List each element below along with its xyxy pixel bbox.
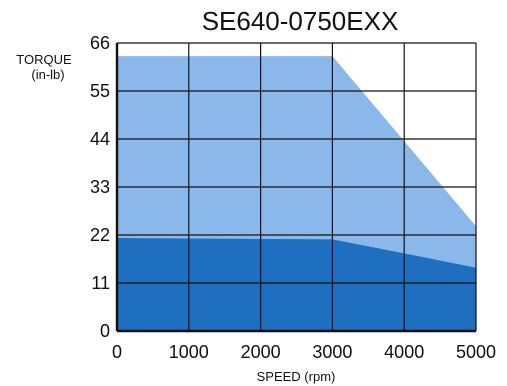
y-axis-label-line2: (in-lb) [31, 67, 64, 82]
x-tick-label-2: 2000 [241, 342, 281, 362]
y-tick-label-1: 11 [91, 273, 110, 293]
x-tick-labels: 0 1000 2000 3000 4000 5000 [112, 342, 496, 362]
y-tick-label-2: 22 [90, 225, 110, 245]
area-series-group [117, 56, 476, 331]
x-axis-label: SPEED (rpm) [257, 369, 336, 384]
grid-lines [115, 42, 477, 333]
y-tick-label-5: 55 [90, 81, 110, 101]
area-series-2 [117, 238, 476, 331]
x-tick-label-4: 4000 [384, 342, 424, 362]
y-tick-label-4: 44 [90, 129, 110, 149]
x-tick-label-5: 5000 [456, 342, 496, 362]
x-tick-label-3: 3000 [312, 342, 352, 362]
y-tick-label-6: 66 [90, 33, 110, 53]
chart-title: SE640-0750EXX [202, 6, 399, 36]
y-tick-labels: 0 11 22 33 44 55 66 [90, 33, 110, 341]
x-tick-label-0: 0 [112, 342, 122, 362]
x-tick-label-1: 1000 [169, 342, 209, 362]
y-tick-label-0: 0 [100, 321, 110, 341]
y-tick-label-3: 33 [90, 177, 110, 197]
y-axis-label-line1: TORQUE [16, 52, 72, 67]
